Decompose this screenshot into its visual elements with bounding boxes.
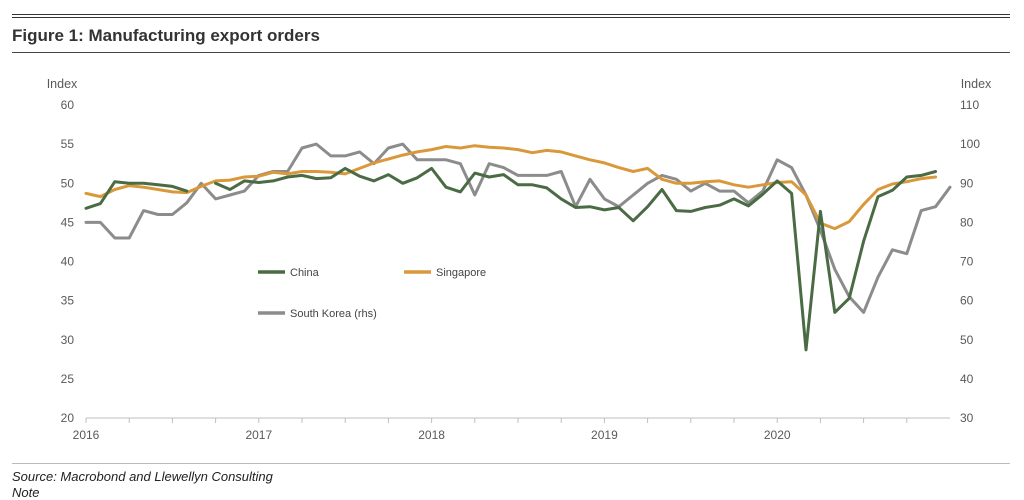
x-tick-label-2016: 2016 <box>73 428 100 442</box>
series-line-china <box>84 166 938 352</box>
x-tick-label-2017: 2017 <box>245 428 272 442</box>
top-rule-2 <box>12 17 1010 18</box>
y-axis-right-label: Index <box>961 77 992 91</box>
series-lines <box>84 142 952 352</box>
y-tick-left-20: 20 <box>61 411 75 425</box>
note-text: Note <box>12 485 40 500</box>
x-tick-label-2020: 2020 <box>764 428 791 442</box>
y-ticks-left: 20 25 30 35 40 45 50 55 60 <box>61 98 75 425</box>
y-tick-right-30: 30 <box>960 411 974 425</box>
y-ticks-right: 30 40 50 60 70 80 90 100 110 <box>960 98 980 425</box>
y-tick-left-40: 40 <box>61 255 75 269</box>
title-rule <box>12 52 1010 53</box>
top-rule-1 <box>12 14 1010 15</box>
legend-label-korea: South Korea (rhs) <box>290 308 377 320</box>
series-line-south-korea-rhs <box>84 142 952 314</box>
y-tick-right-90: 90 <box>960 176 974 190</box>
bottom-rule <box>12 463 1010 464</box>
source-note: Source: Macrobond and Llewellyn Consulti… <box>12 469 273 484</box>
x-ticks: 2016 2017 2018 2019 2020 <box>73 418 908 442</box>
y-tick-left-50: 50 <box>61 176 75 190</box>
y-tick-right-80: 80 <box>960 215 974 229</box>
y-axis-left-label: Index <box>47 77 78 91</box>
legend: China Singapore South Korea (rhs) <box>258 267 486 320</box>
y-tick-left-55: 55 <box>61 137 75 151</box>
y-tick-right-100: 100 <box>960 137 980 151</box>
legend-label-china: China <box>290 267 320 279</box>
y-tick-right-50: 50 <box>960 333 974 347</box>
y-tick-left-30: 30 <box>61 333 75 347</box>
y-tick-right-70: 70 <box>960 255 974 269</box>
series-line-singapore <box>84 144 938 231</box>
y-tick-left-45: 45 <box>61 215 75 229</box>
y-tick-right-60: 60 <box>960 294 974 308</box>
figure-title: Figure 1: Manufacturing export orders <box>12 26 320 45</box>
y-tick-left-60: 60 <box>61 98 75 112</box>
y-tick-right-40: 40 <box>960 372 974 386</box>
legend-label-singapore: Singapore <box>436 267 486 279</box>
y-tick-right-110: 110 <box>960 98 979 112</box>
y-tick-left-25: 25 <box>61 372 75 386</box>
y-tick-left-35: 35 <box>61 294 75 308</box>
x-tick-label-2018: 2018 <box>418 428 445 442</box>
x-tick-label-2019: 2019 <box>591 428 618 442</box>
